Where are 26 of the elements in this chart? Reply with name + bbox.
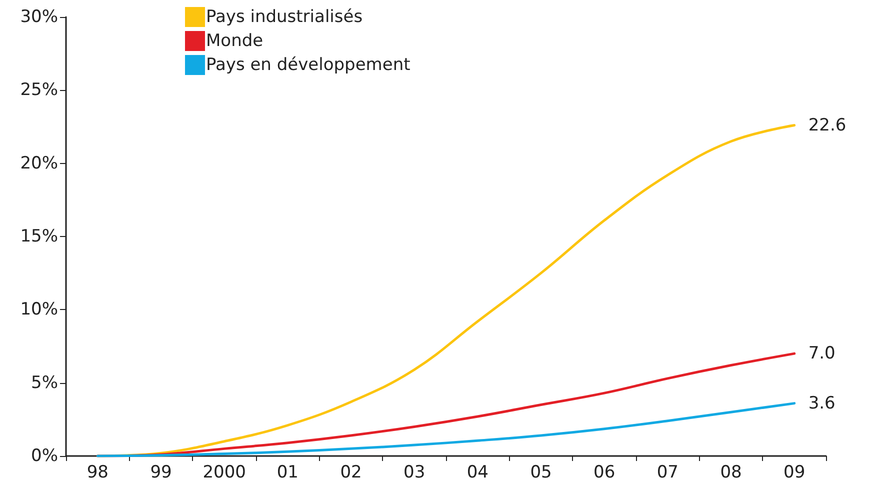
legend-label: Monde xyxy=(206,31,264,51)
data-label: 22.6 xyxy=(808,115,846,136)
x-tick-label: 02 xyxy=(340,462,362,482)
x-tick-label: 06 xyxy=(594,462,616,482)
y-tick-label: 5% xyxy=(31,372,58,393)
y-tick-label: 0% xyxy=(31,446,58,466)
x-tick-label: 98 xyxy=(86,462,108,482)
legend-label: Pays industrialisés xyxy=(206,7,363,27)
x-tick-label: 99 xyxy=(150,462,172,482)
y-tick-label: 30% xyxy=(20,7,58,27)
legend-label: Pays en développement xyxy=(206,55,411,75)
x-tick-label: 07 xyxy=(656,462,678,482)
y-tick-label: 25% xyxy=(20,80,58,100)
data-label: 7.0 xyxy=(808,344,836,364)
line-series xyxy=(96,402,796,458)
x-tick-label: 2000 xyxy=(202,462,246,482)
x-tick-label: 04 xyxy=(466,462,488,482)
x-tick-label: 05 xyxy=(530,462,552,482)
y-tick-label: 20% xyxy=(20,153,58,174)
x-tick-label: 01 xyxy=(276,462,298,482)
x-tick-label: 03 xyxy=(404,462,426,482)
x-tick-label: 08 xyxy=(720,462,742,482)
y-tick-label: 10% xyxy=(20,300,58,320)
data-label: 3.6 xyxy=(808,393,836,414)
y-tick-label: 15% xyxy=(20,226,58,246)
x-tick-label: 09 xyxy=(784,462,806,482)
